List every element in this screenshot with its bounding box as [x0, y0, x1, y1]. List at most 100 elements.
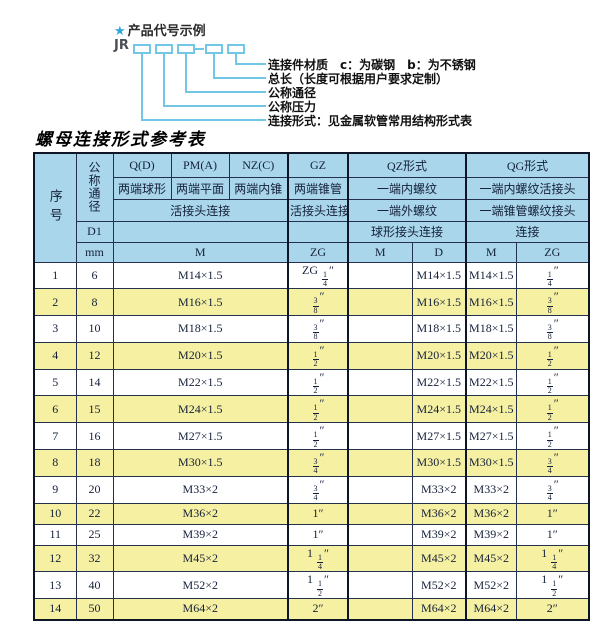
cell-gz: 3 8 ″	[287, 315, 349, 343]
cell-seq: 13	[33, 571, 77, 600]
connector-line	[185, 91, 266, 93]
connector-line	[235, 52, 237, 63]
cell-qz_m	[347, 598, 413, 621]
cell-qg_m: M45×2	[465, 544, 517, 573]
cell-qg_zg: 1 4 ″	[515, 261, 590, 290]
cell-seq: 1	[33, 261, 77, 290]
cell-seq: 4	[33, 341, 77, 370]
header-d1: D1	[75, 220, 114, 243]
table-row: 10 22 M36×2 1″ M36×2 M36×2 1″	[33, 502, 590, 525]
cell-qg_zg: 1 1 4 ″	[515, 544, 590, 573]
header-pm-desc: 两端平面	[170, 176, 230, 200]
cell-mm: 40	[75, 571, 114, 600]
cell-qg_m: M36×2	[465, 502, 517, 525]
cell-qg_m: M33×2	[465, 475, 517, 504]
table-row: 11 25 M39×2 1″ M39×2 M39×2 1″	[33, 523, 590, 546]
cell-qz_d: M33×2	[411, 475, 467, 504]
cell-qz_m	[347, 523, 413, 546]
cell-m: M36×2	[112, 502, 289, 525]
diagram-label-length: 总长（长度可根据用户要求定制）	[268, 72, 449, 86]
header-q-desc: 两端球形	[112, 176, 172, 200]
cell-qz_d: M64×2	[411, 598, 467, 621]
cell-m: M27×1.5	[112, 422, 289, 450]
cell-gz: 1″	[287, 523, 349, 546]
cell-mm: 32	[75, 544, 114, 573]
cell-m: M45×2	[112, 544, 289, 573]
header-m3: M	[465, 241, 517, 263]
cell-m: M24×1.5	[112, 395, 289, 424]
cell-mm: 16	[75, 422, 114, 450]
cell-gz: 1 1 2 ″	[287, 571, 349, 600]
header-empty-cell	[112, 220, 289, 243]
cell-qz_d: M16×1.5	[411, 288, 467, 317]
cell-mm: 18	[75, 448, 114, 477]
cell-qg_m: M39×2	[465, 523, 517, 546]
cell-m: M52×2	[112, 571, 289, 600]
star-icon: ★	[114, 24, 126, 39]
cell-gz: 3 4 ″	[287, 475, 349, 504]
cell-qg_zg: 1″	[515, 523, 590, 546]
cell-qg_m: M16×1.5	[465, 288, 517, 317]
cell-qg_zg: 2″	[515, 598, 590, 621]
header-qz-desc1: 一端内螺纹	[347, 176, 467, 200]
header-gz-desc: 两端锥管	[287, 176, 349, 200]
header-zg2: ZG	[515, 241, 590, 263]
cell-m: M16×1.5	[112, 288, 289, 317]
cell-qz_d: M24×1.5	[411, 395, 467, 424]
cell-qz_d: M22×1.5	[411, 368, 467, 397]
cell-seq: 12	[33, 544, 77, 573]
header-d: D	[411, 241, 467, 263]
cell-qg_zg: 3 4 ″	[515, 475, 590, 504]
cell-qz_m	[347, 315, 413, 343]
table-row: 3 10 M18×1.5 3 8 ″ M18×1.5 M18×1.5 3 8 ″	[33, 315, 590, 343]
connector-line	[163, 52, 165, 105]
header-qg-conn: 连接	[465, 220, 590, 243]
cell-m: M18×1.5	[112, 315, 289, 343]
connector-line	[213, 77, 266, 79]
cell-qz_m	[347, 448, 413, 477]
cell-gz: 2″	[287, 598, 349, 621]
header-zg1: ZG	[287, 241, 349, 263]
cell-qg_m: M22×1.5	[465, 368, 517, 397]
header-nz-desc: 两端内锥	[228, 176, 289, 200]
code-dash	[194, 48, 204, 50]
cell-mm: 12	[75, 341, 114, 370]
table-row: 5 14 M22×1.5 1 2 ″ M22×1.5 M22×1.5 1 2 ″	[33, 368, 590, 397]
cell-mm: 50	[75, 598, 114, 621]
cell-qz_d: M18×1.5	[411, 315, 467, 343]
cell-gz: 1 1 4 ″	[287, 544, 349, 573]
header-gz-union-conn: 活接头连接	[287, 198, 349, 222]
cell-qg_m: M27×1.5	[465, 422, 517, 450]
cell-qz_d: M20×1.5	[411, 341, 467, 370]
cell-mm: 8	[75, 288, 114, 317]
cell-qz_m	[347, 502, 413, 525]
cell-qz_d: M36×2	[411, 502, 467, 525]
diagram-label-pressure: 公称压力	[268, 100, 317, 114]
cell-qg_zg: 3 4 ″	[515, 448, 590, 477]
diagram-label-material: 连接件材质 c：为碳钢 b：为不锈钢	[268, 58, 476, 72]
table-row: 6 15 M24×1.5 1 2 ″ M24×1.5 M24×1.5 1 2 ″	[33, 395, 590, 424]
cell-m: M33×2	[112, 475, 289, 504]
connector-line	[213, 52, 215, 77]
cell-qg_zg: 1 2 ″	[515, 395, 590, 424]
connector-line	[235, 63, 266, 65]
header-col-qz: QZ形式	[347, 152, 467, 178]
cell-gz: 3 4 ″	[287, 448, 349, 477]
cell-qz_m	[347, 368, 413, 397]
cell-qz_d: M39×2	[411, 523, 467, 546]
table-row: 13 40 M52×2 1 1 2 ″ M52×2 M52×2 1 1 2 ″	[33, 571, 590, 600]
cell-qg_zg: 3 8 ″	[515, 315, 590, 343]
